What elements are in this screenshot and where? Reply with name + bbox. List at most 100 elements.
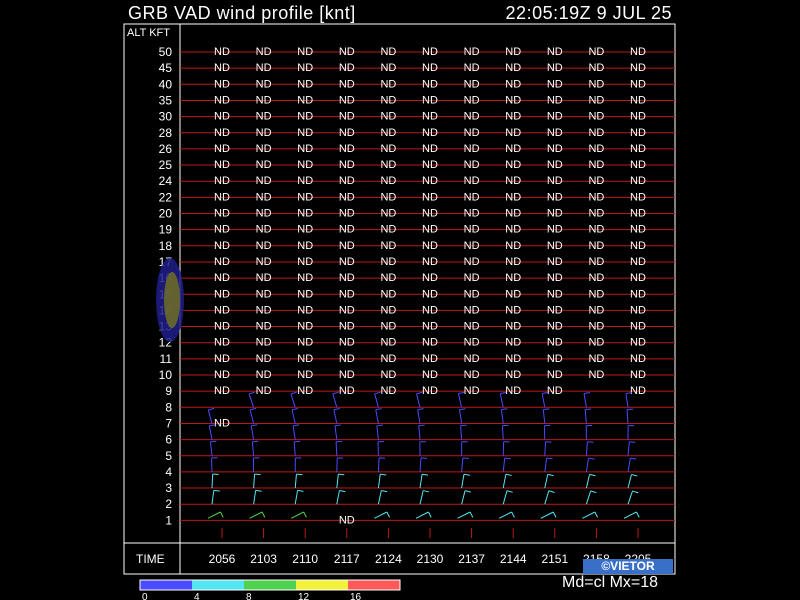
nd-cell: ND <box>339 369 355 381</box>
wind-barb <box>542 408 550 424</box>
nd-cell: ND <box>422 159 438 171</box>
chart-title: GRB VAD wind profile [knt] <box>128 3 356 23</box>
altitude-label: 4 <box>165 465 172 479</box>
nd-cell: ND <box>547 288 563 300</box>
wind-barb <box>627 425 635 440</box>
altitude-label: 2 <box>165 497 172 511</box>
wind-barb <box>207 407 215 424</box>
nd-cell: ND <box>422 94 438 106</box>
nd-cell: ND <box>630 353 646 365</box>
nd-cell: ND <box>339 353 355 365</box>
wind-barb <box>627 457 637 472</box>
wind-barb <box>419 490 430 505</box>
echo-inner <box>164 272 180 328</box>
nd-cell: ND <box>630 288 646 300</box>
wind-barb <box>294 457 302 472</box>
wind-barb <box>543 424 551 440</box>
wind-barb <box>336 489 346 505</box>
nd-cell: ND <box>214 337 230 349</box>
nd-cell: ND <box>505 337 521 349</box>
nd-cell: ND <box>214 191 230 203</box>
nd-cell: ND <box>630 304 646 316</box>
plot-frame <box>123 23 676 575</box>
nd-cell: ND <box>588 143 604 155</box>
altitude-label: 50 <box>159 45 173 59</box>
wind-barb <box>419 441 426 456</box>
nd-cell: ND <box>464 94 480 106</box>
wind-barb <box>294 489 304 505</box>
nd-cell: ND <box>547 353 563 365</box>
nd-cell: ND <box>505 143 521 155</box>
nd-cell: ND <box>256 78 272 90</box>
nd-cell: ND <box>339 46 355 58</box>
time-label: 2137 <box>458 552 485 566</box>
nd-cell: ND <box>339 224 355 236</box>
nd-cell: ND <box>588 111 604 123</box>
nd-cell: ND <box>588 337 604 349</box>
nd-cell: ND <box>339 175 355 187</box>
wind-barb <box>211 489 220 505</box>
wind-barb <box>584 408 592 424</box>
nd-cell: ND <box>339 288 355 300</box>
nd-cell: ND <box>505 62 521 74</box>
nd-cell: ND <box>380 159 396 171</box>
nd-cell: ND <box>214 143 230 155</box>
time-label: 2130 <box>417 552 444 566</box>
nd-cell: ND <box>422 78 438 90</box>
altitude-label: 8 <box>165 400 172 414</box>
nd-cell: ND <box>214 111 230 123</box>
wind-barb <box>417 408 424 424</box>
nd-cell: ND <box>297 288 313 300</box>
nd-cell: ND <box>547 191 563 203</box>
nd-cell: ND <box>588 256 604 268</box>
nd-cell: ND <box>630 208 646 220</box>
nd-cell: ND <box>380 191 396 203</box>
nd-cell: ND <box>339 385 355 397</box>
nd-cell: ND <box>339 272 355 284</box>
legend-tick-label: 0 <box>142 592 148 600</box>
nd-cell: ND <box>380 78 396 90</box>
nd-cell: ND <box>380 240 396 252</box>
nd-cell: ND <box>505 304 521 316</box>
wind-barb <box>248 391 255 408</box>
wind-barb <box>541 391 549 408</box>
altitude-label: 45 <box>159 61 173 75</box>
nd-cell: ND <box>630 46 646 58</box>
altitude-label: 24 <box>159 174 173 188</box>
altitude-label: 19 <box>159 223 173 237</box>
nd-cell: ND <box>214 78 230 90</box>
nd-cell: ND <box>422 288 438 300</box>
wind-barb <box>623 511 640 519</box>
nd-cell: ND <box>214 175 230 187</box>
nd-cell: ND <box>422 191 438 203</box>
nd-cell: ND <box>422 175 438 187</box>
wind-barb <box>416 391 423 408</box>
time-label: 2110 <box>292 552 318 566</box>
altitude-label: 30 <box>159 110 173 124</box>
wind-barb <box>585 473 596 489</box>
nd-cell: ND <box>464 175 480 187</box>
nd-cell: ND <box>588 353 604 365</box>
nd-cell: ND <box>505 288 521 300</box>
wind-barb <box>585 457 595 472</box>
wind-barb <box>585 441 594 456</box>
wind-barb <box>457 391 465 408</box>
nd-cell: ND <box>547 321 563 333</box>
wind-barb <box>253 473 261 489</box>
nd-cell: ND <box>630 321 646 333</box>
time-label: 2151 <box>541 552 568 566</box>
altitude-label: 5 <box>165 449 172 463</box>
nd-cell: ND <box>214 417 230 429</box>
nd-cell: ND <box>339 240 355 252</box>
mode-max-readout: Md=cl Mx=18 <box>562 574 659 591</box>
nd-cell: ND <box>214 385 230 397</box>
nd-cell: ND <box>256 159 272 171</box>
nd-cell: ND <box>256 94 272 106</box>
nd-cell: ND <box>630 94 646 106</box>
nd-cell: ND <box>297 191 313 203</box>
nd-cell: ND <box>464 288 480 300</box>
nd-cell: ND <box>380 127 396 139</box>
nd-cell: ND <box>256 127 272 139</box>
nd-cell: ND <box>380 62 396 74</box>
nd-cell: ND <box>464 240 480 252</box>
